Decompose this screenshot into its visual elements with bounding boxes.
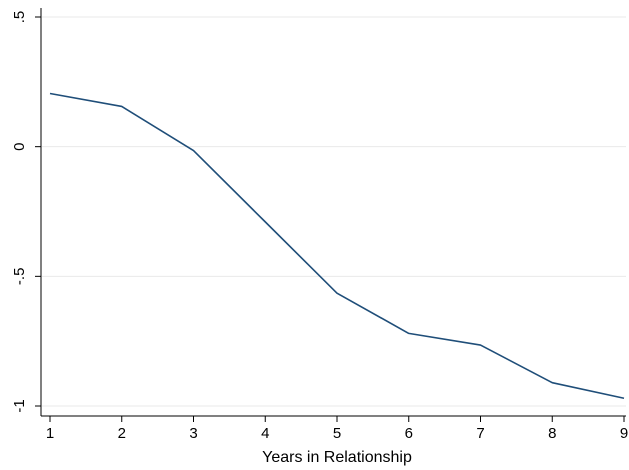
x-tick-label: 6: [405, 425, 413, 442]
y-tick-label: -1: [11, 399, 28, 412]
x-tick-label: 3: [189, 425, 197, 442]
x-tick-label: 9: [620, 425, 628, 442]
x-tick-label: 5: [333, 425, 341, 442]
y-tick-label: .5: [11, 11, 28, 24]
x-tick-label: 7: [476, 425, 484, 442]
y-tick-label: -.5: [11, 268, 28, 286]
x-axis-title: Years in Relationship: [262, 449, 412, 466]
x-tick-label: 4: [261, 425, 269, 442]
x-tick-label: 1: [46, 425, 54, 442]
y-tick-label: 0: [11, 142, 28, 150]
series: [49, 92, 625, 400]
ticks: -1 -.5 0 .5 1 2 3 4 5 6 7 8 9: [11, 11, 628, 442]
axes: [40, 8, 626, 417]
series-line: [49, 92, 625, 400]
gridlines: [42, 16, 626, 407]
x-tick-label: 2: [118, 425, 126, 442]
x-tick-label: 8: [548, 425, 556, 442]
